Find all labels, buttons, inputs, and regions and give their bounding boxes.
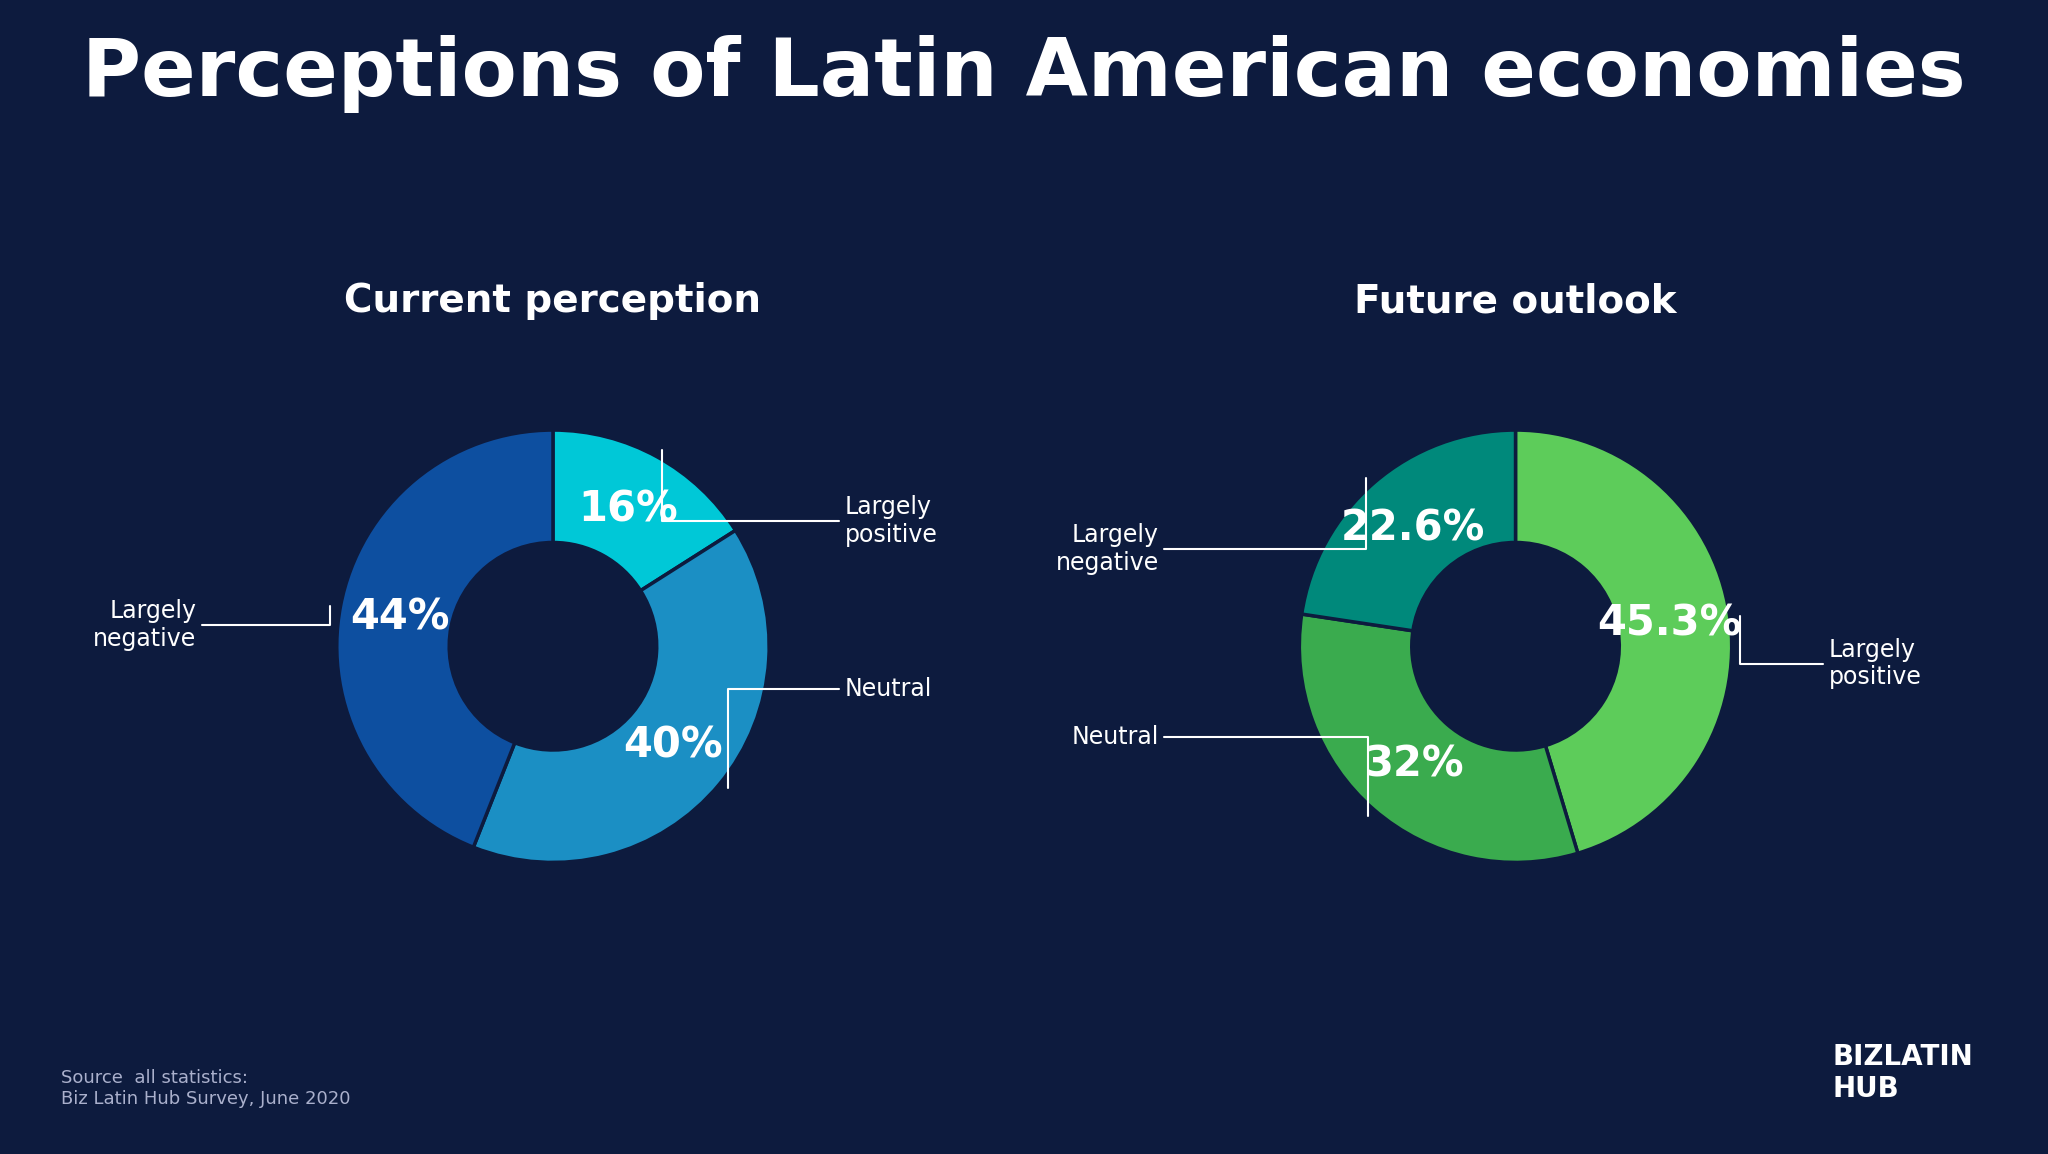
Wedge shape: [336, 430, 553, 847]
Text: 40%: 40%: [623, 725, 723, 766]
Text: Largely
positive: Largely positive: [662, 450, 938, 547]
Wedge shape: [473, 531, 770, 862]
Text: 32%: 32%: [1364, 743, 1464, 785]
Text: Source  all statistics:
Biz Latin Hub Survey, June 2020: Source all statistics: Biz Latin Hub Sur…: [61, 1069, 350, 1108]
Title: Current perception: Current perception: [344, 282, 762, 320]
Wedge shape: [1516, 430, 1733, 853]
Title: Future outlook: Future outlook: [1354, 282, 1677, 320]
Text: Largely
negative: Largely negative: [92, 599, 330, 651]
Text: BIZLATIN
HUB: BIZLATIN HUB: [1833, 1043, 1974, 1103]
Text: 22.6%: 22.6%: [1341, 508, 1485, 549]
Text: 45.3%: 45.3%: [1597, 602, 1741, 644]
Text: Largely
negative: Largely negative: [1055, 478, 1366, 575]
Wedge shape: [1303, 430, 1516, 631]
Text: Neutral: Neutral: [1071, 725, 1368, 816]
Text: Largely
positive: Largely positive: [1741, 615, 1921, 689]
Wedge shape: [553, 430, 735, 591]
Text: 16%: 16%: [578, 489, 678, 531]
Text: 44%: 44%: [350, 597, 451, 638]
Text: Neutral: Neutral: [727, 677, 932, 788]
Wedge shape: [1298, 614, 1577, 862]
Text: Perceptions of Latin American economies: Perceptions of Latin American economies: [82, 35, 1966, 113]
